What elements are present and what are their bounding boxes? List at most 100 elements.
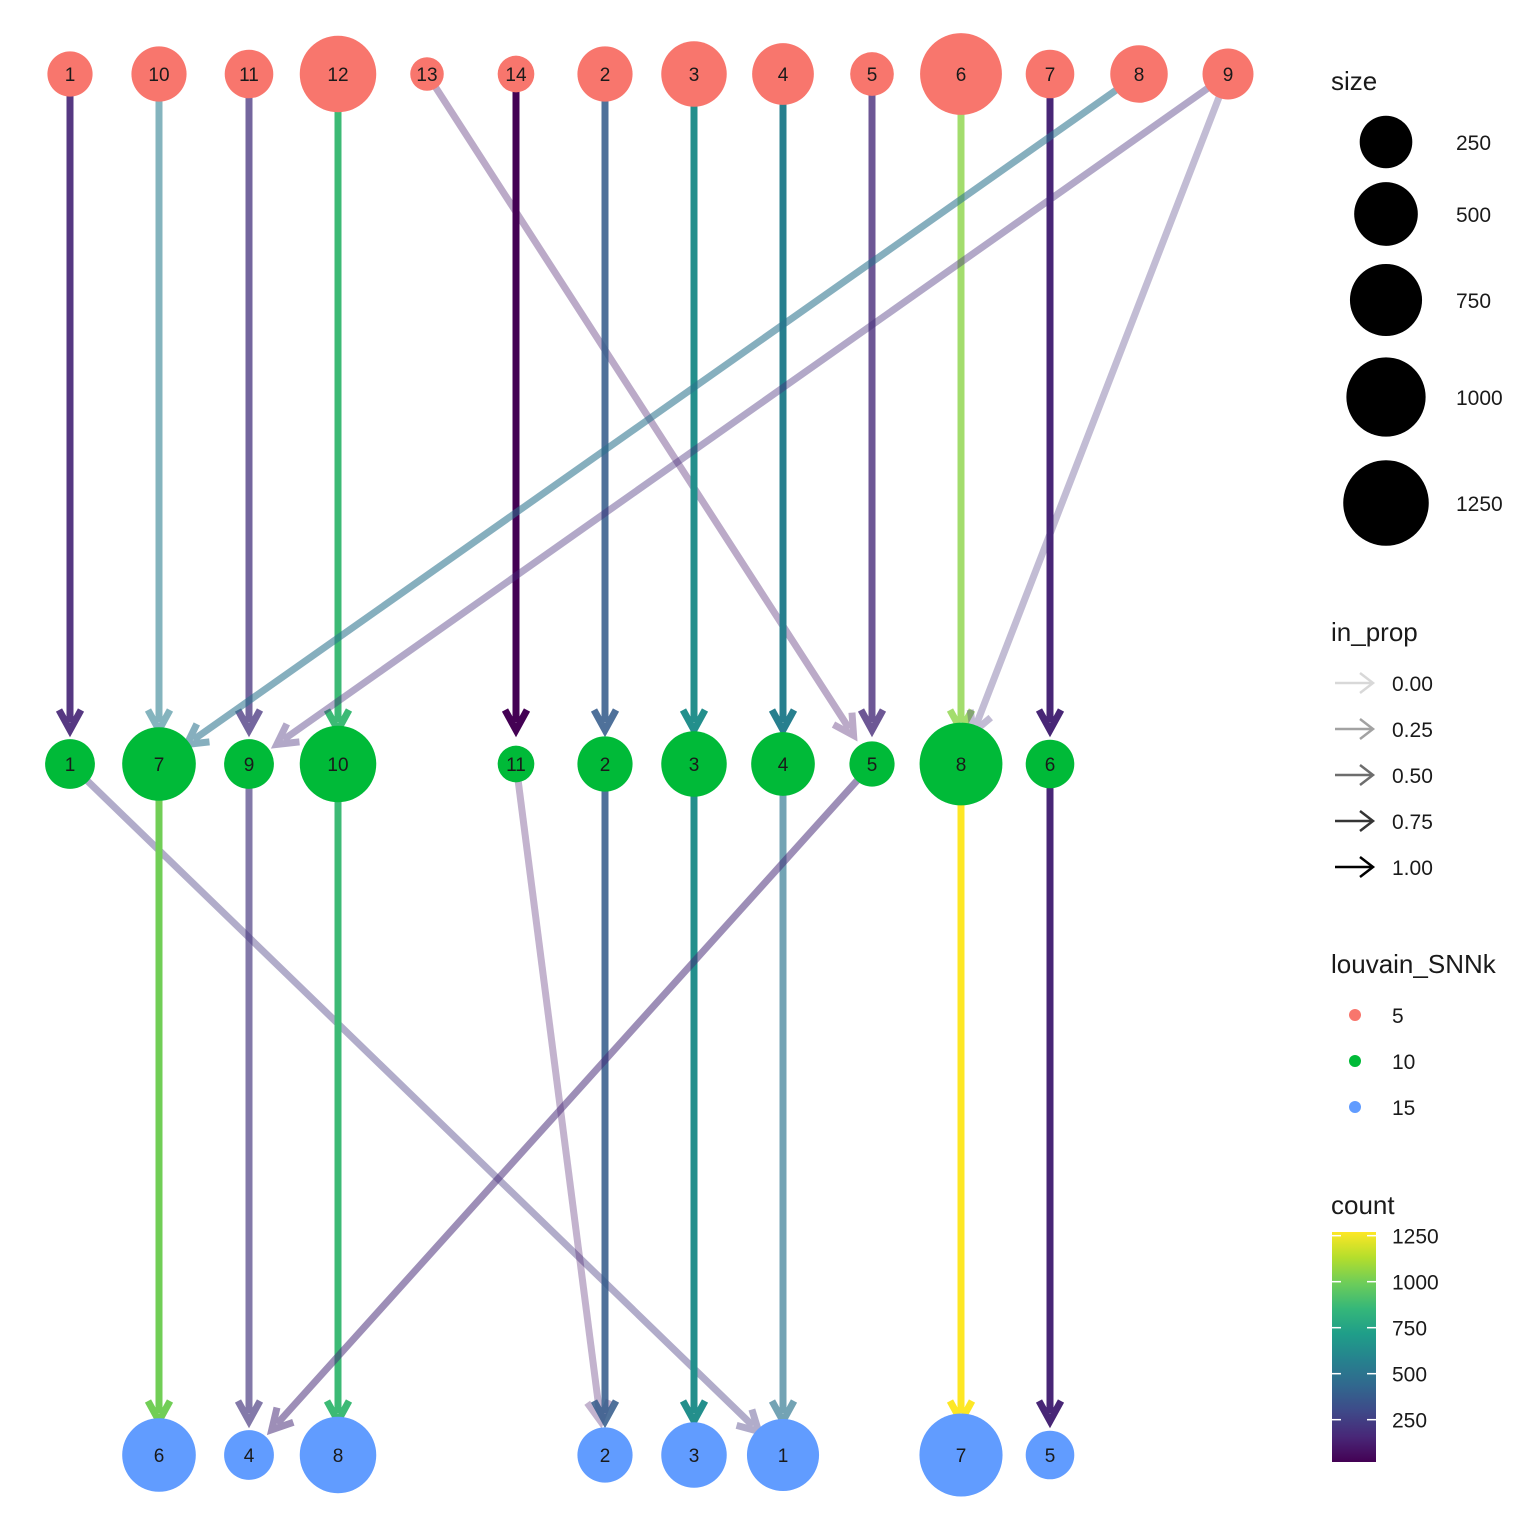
legend-in-prop-label: 0.00 [1392, 673, 1433, 696]
node-circle [122, 1418, 196, 1492]
edge-arrowhead [768, 708, 798, 738]
node-res5-cluster-13: 13 [410, 57, 444, 91]
node-label: 14 [505, 65, 527, 86]
node-res5-cluster-5: 5 [850, 52, 894, 96]
node-res15-cluster-7: 7 [919, 1413, 1003, 1497]
node-label: 10 [327, 755, 348, 776]
node-label: 7 [1045, 65, 1056, 86]
legend-in-prop: in_prop 0.00 0.25 0.50 0.75 1.00 [1331, 617, 1433, 880]
legend-size-label: 750 [1456, 290, 1491, 313]
edge-5-13-to-10-5 [424, 72, 858, 742]
edge-10-8-to-15-7 [946, 764, 976, 1429]
node-res10-cluster-6: 6 [1025, 739, 1075, 789]
node-label: 3 [689, 1446, 700, 1467]
node-circle [1025, 49, 1075, 99]
edge-5-7-to-10-6 [1035, 74, 1065, 738]
edge-10-2-to-15-2 [590, 764, 620, 1429]
legend-in-prop-swatch [1335, 672, 1376, 694]
node-circle [122, 727, 196, 801]
legend-in-prop-label: 1.00 [1392, 857, 1433, 880]
node-res5-cluster-10: 10 [131, 46, 187, 102]
node-res15-cluster-3: 3 [661, 1422, 727, 1488]
node-res5-cluster-14: 14 [497, 55, 535, 93]
node-circle [497, 745, 535, 783]
legend-size-label: 1250 [1456, 493, 1503, 516]
node-circle [577, 1427, 633, 1483]
node-label: 6 [154, 1446, 165, 1467]
node-label: 4 [778, 755, 789, 776]
node-res5-cluster-4: 4 [752, 43, 814, 105]
node-label: 4 [244, 1446, 255, 1467]
node-label: 13 [416, 65, 437, 86]
legend-count-title: count [1331, 1190, 1395, 1220]
legend-count: count 1250 1000 750 500 250 [1331, 1190, 1439, 1462]
node-label: 8 [333, 1446, 344, 1467]
node-label: 2 [600, 1446, 611, 1467]
edge-5-2-to-10-2 [590, 74, 620, 738]
legend-louvain-swatch [1349, 1055, 1361, 1067]
legend-in-prop-label: 0.50 [1392, 765, 1433, 788]
node-res5-cluster-1: 1 [47, 51, 93, 97]
node-circle [45, 739, 95, 789]
legend-in-prop-swatch [1335, 810, 1376, 832]
node-circle [746, 1418, 820, 1492]
legend-louvain-swatch [1349, 1101, 1361, 1113]
node-res15-cluster-5: 5 [1025, 1430, 1075, 1480]
node-label: 2 [600, 65, 611, 86]
node-circle [410, 57, 444, 91]
node-res5-cluster-9: 9 [1202, 48, 1254, 100]
node-label: 11 [239, 65, 259, 86]
node-circle [47, 51, 93, 97]
node-res10-cluster-7: 7 [122, 727, 196, 801]
node-circle [497, 55, 535, 93]
edge-5-10-to-10-7 [144, 74, 174, 738]
legend-in-prop-label: 0.75 [1392, 811, 1433, 834]
node-res15-cluster-8: 8 [299, 1416, 377, 1494]
edge-arrowhead [234, 1399, 264, 1429]
node-circle [1025, 739, 1075, 789]
node-circle [299, 1416, 377, 1494]
legend-count-tick: 1000 [1392, 1272, 1439, 1295]
legend-in-prop-swatch [1335, 856, 1376, 878]
edge-10-6-to-15-5 [1035, 764, 1065, 1429]
node-res15-cluster-2: 2 [577, 1427, 633, 1483]
node-circle [577, 46, 633, 102]
edge-5-1-to-10-1 [55, 74, 85, 738]
legend-louvain-title: louvain_SNNk [1331, 949, 1497, 979]
legend-in-prop-label: 0.25 [1392, 719, 1433, 742]
edge-arrowhead [234, 708, 264, 738]
node-label: 9 [1223, 65, 1234, 86]
node-circle [661, 731, 727, 797]
legend-size-swatch [1354, 182, 1418, 246]
edge-arrowhead [679, 1399, 709, 1429]
node-label: 5 [867, 65, 878, 86]
node-label: 8 [956, 755, 967, 776]
node-label: 10 [148, 65, 169, 86]
node-circle [751, 732, 815, 796]
edge-arrowhead [857, 708, 887, 738]
edge-arrowhead [1035, 1399, 1065, 1429]
node-res5-cluster-11: 11 [224, 49, 274, 99]
edge-5-11-to-10-9 [234, 74, 264, 738]
node-res15-cluster-4: 4 [224, 1430, 274, 1480]
node-circle [131, 46, 187, 102]
node-res10-cluster-11: 11 [497, 745, 535, 783]
node-label: 9 [244, 755, 255, 776]
legend-size-swatch [1349, 263, 1423, 337]
edge-arrowhead [679, 708, 709, 738]
node-res5-cluster-7: 7 [1025, 49, 1075, 99]
node-res5-cluster-8: 8 [1110, 45, 1168, 103]
node-circle [920, 33, 1002, 115]
edge-5-4-to-10-4 [768, 74, 798, 738]
node-res10-cluster-10: 10 [299, 725, 377, 803]
edge-arrowhead [831, 712, 858, 742]
legend-size-swatch [1346, 357, 1426, 437]
edge-5-14-to-10-11 [501, 74, 531, 738]
edge-5-5-to-10-5 [857, 74, 887, 738]
legend-louvain-swatch [1349, 1009, 1361, 1021]
node-circle [1202, 48, 1254, 100]
nodes-layer: 1 10 11 12 13 14 2 3 4 5 6 7 8 9 1 7 9 10 11 2 3 4 5 8 6 6 4 8 2 3 1 7 5 [45, 33, 1254, 1497]
node-circle [752, 43, 814, 105]
node-label: 11 [506, 755, 526, 776]
node-res10-cluster-8: 8 [919, 722, 1003, 806]
